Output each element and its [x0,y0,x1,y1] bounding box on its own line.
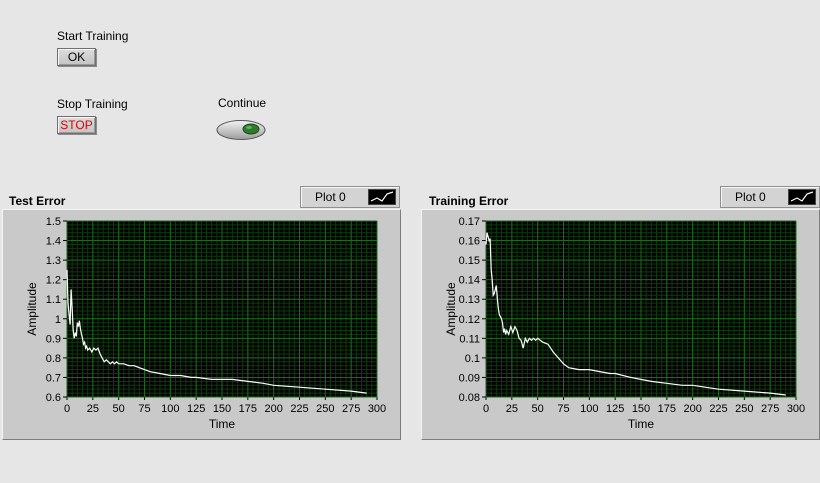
continue-led-icon [243,124,259,134]
test-error-legend[interactable]: Plot 0 [300,186,400,208]
training-error-plot: 0 25 50 75 100 125 150 175 200 225 250 275 300 0.08 0.… [422,210,819,439]
x-tick-label: 50 [113,403,125,415]
y-tick-label: 0.9 [46,333,61,345]
test-error-plot: 0 25 50 75 100 125 150 175 200 225 250 275 300 0.6 0.7… [3,210,400,439]
x-tick-label: 225 [290,403,308,415]
x-tick-label: 250 [735,403,753,415]
x-tick-label: 175 [239,403,257,415]
x-tick-label: 275 [761,403,779,415]
x-tick-label: 0 [483,403,489,415]
x-tick-label: 300 [787,403,805,415]
start-training-label: Start Training [57,29,128,43]
x-tick-label: 25 [87,403,99,415]
training-error-graph[interactable]: 0 25 50 75 100 125 150 175 200 225 250 275 300 0.08 0.… [421,209,820,440]
training-error-legend[interactable]: Plot 0 [720,186,820,208]
y-tick-label: 0.8 [46,353,61,365]
legend-plot-name: Plot 0 [735,190,766,204]
x-tick-label: 75 [557,403,569,415]
x-axis-label: Time [209,417,236,431]
y-tick-label: 1.5 [46,216,61,228]
y-axis-label: Amplitude [25,282,39,336]
x-tick-label: 225 [709,403,727,415]
y-tick-label: 0.6 [46,392,61,404]
x-tick-label: 100 [580,403,598,415]
y-tick-label: 0.16 [459,236,480,248]
x-tick-label: 125 [606,403,624,415]
test-error-graph[interactable]: 0 25 50 75 100 125 150 175 200 225 250 275 300 0.6 0.7… [2,209,401,440]
test-error-title: Test Error [9,194,65,208]
x-tick-label: 25 [506,403,518,415]
y-tick-label: 0.08 [459,392,480,404]
y-tick-label: 0.14 [459,275,480,287]
y-tick-label: 0.12 [459,314,480,326]
legend-plot-name: Plot 0 [315,190,346,204]
y-axis-label: Amplitude [444,282,458,336]
x-tick-label: 75 [138,403,150,415]
x-tick-label: 250 [316,403,334,415]
x-tick-label: 150 [213,403,231,415]
x-tick-label: 150 [632,403,650,415]
line-style-icon [368,189,396,205]
y-tick-label: 1.3 [46,255,61,267]
ok-button[interactable]: OK [57,48,96,66]
stop-button[interactable]: STOP [57,116,96,134]
y-tick-label: 0.13 [459,294,480,306]
x-tick-label: 125 [187,403,205,415]
x-axis-label: Time [628,417,655,431]
y-tick-label: 0.09 [459,372,480,384]
y-tick-label: 1.2 [46,275,61,287]
x-tick-label: 175 [658,403,676,415]
y-tick-label: 1.4 [46,236,61,248]
x-tick-label: 200 [683,403,701,415]
y-tick-label: 0.7 [46,372,61,384]
y-tick-label: 0.17 [459,216,480,228]
stop-training-label: Stop Training [57,97,128,111]
y-tick-label: 0.1 [465,353,480,365]
x-tick-label: 300 [368,403,386,415]
continue-toggle-switch[interactable] [216,119,268,141]
x-tick-label: 275 [342,403,360,415]
training-error-title: Training Error [429,194,508,208]
continue-label: Continue [218,96,266,110]
x-tick-label: 100 [161,403,179,415]
x-tick-label: 200 [264,403,282,415]
line-style-icon [788,189,816,205]
x-tick-label: 50 [532,403,544,415]
y-tick-label: 1 [55,314,61,326]
y-tick-label: 1.1 [46,294,61,306]
y-tick-label: 0.15 [459,255,480,267]
y-tick-label: 0.11 [459,333,480,345]
x-tick-label: 0 [64,403,70,415]
